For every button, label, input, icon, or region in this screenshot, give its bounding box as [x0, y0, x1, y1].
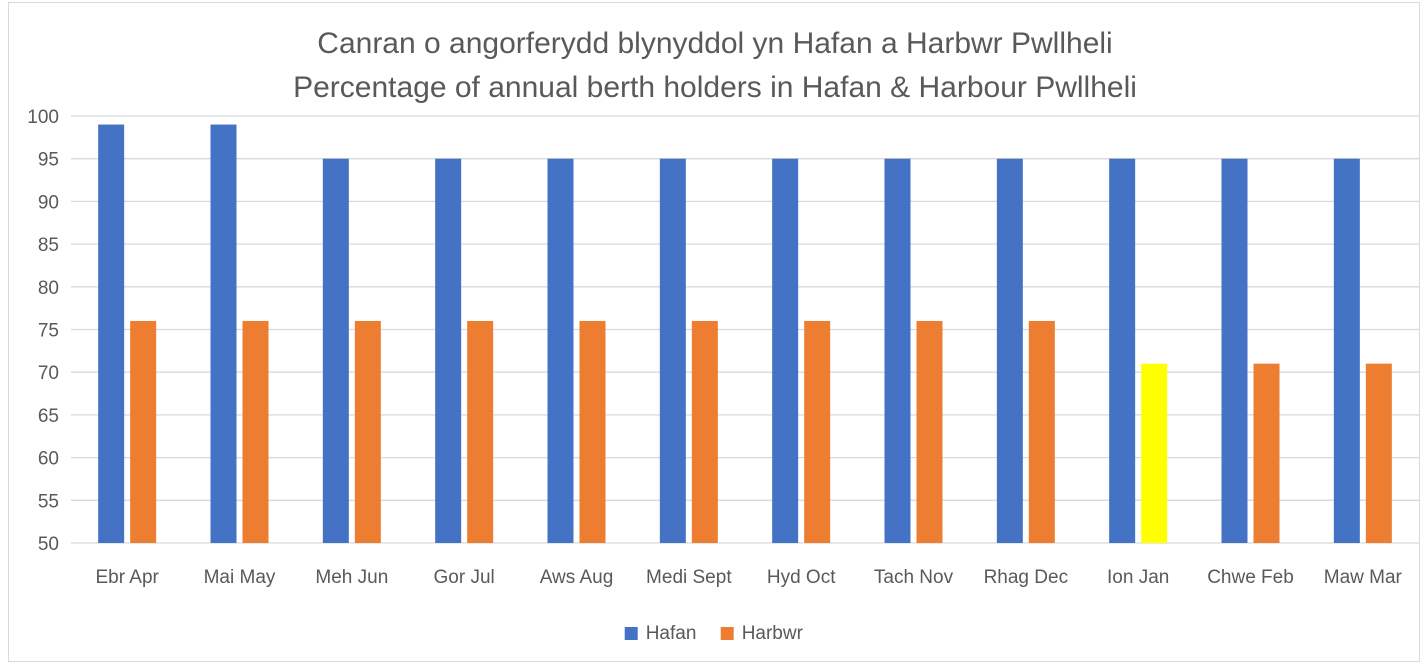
bar-hafan-11 — [1333, 158, 1360, 543]
bar-hafan-7 — [884, 158, 911, 543]
bar-harbwr-5 — [691, 320, 718, 543]
x-tick-label: Ebr Apr — [95, 567, 159, 588]
gridlines — [71, 115, 1419, 544]
bars — [98, 124, 1392, 543]
y-tick-label: 60 — [38, 449, 59, 470]
bar-chart: Canran o angorferydd blynyddol yn Hafan … — [27, 27, 1419, 644]
x-tick-label: Chwe Feb — [1207, 567, 1294, 588]
y-tick-label: 70 — [38, 363, 59, 384]
chart-title: Canran o angorferydd blynyddol yn Hafan … — [293, 27, 1137, 104]
x-tick-label: Mai May — [204, 567, 276, 588]
chart-title-english: Percentage of annual berth holders in Ha… — [293, 71, 1137, 104]
bar-hafan-1 — [210, 124, 237, 543]
bar-harbwr-1 — [242, 320, 269, 543]
bar-harbwr-4 — [579, 320, 606, 543]
y-tick-label: 50 — [38, 534, 59, 555]
bar-hafan-6 — [772, 158, 799, 543]
y-tick-label: 90 — [38, 192, 59, 213]
legend-label-hafan: Hafan — [646, 623, 697, 644]
x-tick-label: Rhag Dec — [984, 567, 1069, 588]
x-tick-label: Medi Sept — [646, 567, 732, 588]
bar-harbwr-2 — [354, 320, 381, 543]
chart-area: Canran o angorferydd blynyddol yn Hafan … — [8, 2, 1420, 662]
bar-hafan-9 — [1109, 158, 1136, 543]
bar-harbwr-9 — [1141, 363, 1168, 543]
y-tick-label: 95 — [38, 150, 59, 171]
x-tick-label: Tach Nov — [874, 567, 954, 588]
bar-hafan-5 — [659, 158, 686, 543]
y-tick-label: 65 — [38, 406, 59, 427]
bar-harbwr-7 — [916, 320, 943, 543]
bar-hafan-3 — [435, 158, 462, 543]
bar-hafan-2 — [322, 158, 349, 543]
y-axis: 50 55 60 65 70 75 80 85 90 95 100 — [27, 107, 59, 555]
y-tick-label: 100 — [27, 107, 59, 128]
bar-hafan-0 — [98, 124, 125, 543]
bar-hafan-8 — [996, 158, 1023, 543]
legend: Hafan Harbwr — [624, 623, 804, 644]
x-tick-label: Hyd Oct — [767, 567, 836, 588]
legend-swatch-hafan — [624, 627, 638, 640]
y-tick-label: 80 — [38, 278, 59, 299]
bar-harbwr-11 — [1365, 363, 1392, 543]
x-tick-label: Meh Jun — [315, 567, 388, 588]
y-tick-label: 55 — [38, 491, 59, 512]
bar-harbwr-10 — [1253, 363, 1280, 543]
x-tick-label: Maw Mar — [1324, 567, 1403, 588]
x-tick-label: Ion Jan — [1107, 567, 1169, 588]
legend-swatch-harbwr — [720, 627, 734, 640]
x-axis: Ebr Apr Mai May Meh Jun Gor Jul Aws Aug Medi … — [95, 567, 1402, 588]
bar-harbwr-0 — [130, 320, 157, 543]
bar-hafan-4 — [547, 158, 574, 543]
bar-harbwr-8 — [1028, 320, 1055, 543]
legend-label-harbwr: Harbwr — [742, 623, 804, 644]
y-tick-label: 85 — [38, 235, 59, 256]
chart-title-welsh: Canran o angorferydd blynyddol yn Hafan … — [317, 27, 1112, 60]
bar-hafan-10 — [1221, 158, 1248, 543]
y-tick-label: 75 — [38, 321, 59, 342]
x-tick-label: Aws Aug — [540, 567, 614, 588]
bar-harbwr-6 — [804, 320, 831, 543]
bar-harbwr-3 — [467, 320, 494, 543]
x-tick-label: Gor Jul — [434, 567, 495, 588]
